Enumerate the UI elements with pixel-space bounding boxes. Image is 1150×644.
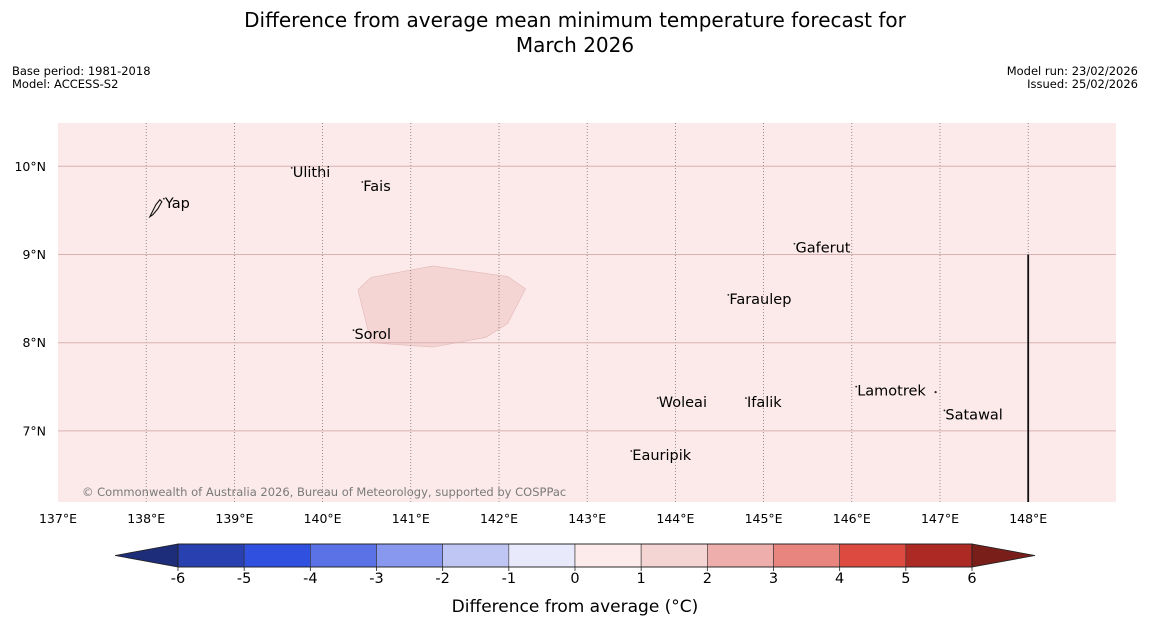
yap-island-outline — [148, 198, 163, 219]
lon-tick-label: 140°E — [304, 511, 342, 526]
island-marker — [656, 397, 659, 399]
lon-tick-label: 137°E — [39, 511, 77, 526]
anomaly-region-layer — [357, 265, 526, 348]
colorbar-under-arrow — [114, 543, 179, 568]
colorbar-tick-label: 0 — [570, 571, 579, 587]
colorbar-segment — [640, 543, 708, 568]
colorbar-tick-label: -4 — [303, 571, 317, 587]
colorbar-segment — [773, 543, 840, 568]
lat-tick-label: 9°N — [22, 247, 46, 262]
issued-date: Issued: 25/02/2026 — [1027, 77, 1138, 91]
place-label: Sorol — [354, 327, 391, 343]
meta-right: Model run: 23/02/2026 Issued: 25/02/2026 — [1007, 65, 1138, 91]
colorbar-segment — [177, 543, 245, 568]
colorbar-segment — [243, 543, 311, 568]
place-label: Faraulep — [729, 292, 791, 308]
colorbar-segment — [574, 543, 642, 568]
colorbar-tick-label: -2 — [435, 571, 449, 587]
colorbar-segment — [376, 543, 443, 568]
model-run: Model run: 23/02/2026 — [1006, 64, 1138, 78]
colorbar-label: Difference from average (°C) — [452, 597, 699, 617]
colorbar-tick-label: -5 — [237, 571, 251, 587]
lon-tick-label: 145°E — [745, 511, 783, 526]
axis-labels: 137°E 138°E 139°E 140°E 141°E 142°E 143°E 144°E… — [14, 159, 1047, 526]
title-line-2: March 2026 — [515, 33, 635, 57]
colorbar-tick-label: -1 — [502, 571, 516, 587]
lon-tick-label: 139°E — [215, 511, 253, 526]
lon-tick-label: 148°E — [1009, 511, 1047, 526]
island-marker — [162, 197, 165, 200]
lon-tick-label: 138°E — [127, 511, 165, 526]
place-label: Woleai — [659, 395, 707, 411]
colorbar-segment — [508, 543, 576, 568]
place-label: Lamotrek — [857, 384, 926, 400]
chart-title: Difference from average mean minimum tem… — [0, 8, 1150, 58]
island-marker — [855, 385, 858, 388]
place-label: Fais — [363, 179, 390, 195]
colorbar-over-arrow — [971, 543, 1036, 568]
island-marker — [793, 242, 796, 245]
island-marker — [352, 329, 355, 332]
colorbar-tick-label: 6 — [967, 571, 976, 587]
place-label: Gaferut — [795, 241, 850, 257]
colorbar-segment — [839, 543, 907, 568]
lat-tick-label: 7°N — [22, 423, 46, 438]
island-marker — [727, 293, 730, 296]
colorbar-segment — [310, 543, 377, 568]
colorbar-tick-label: 2 — [703, 571, 712, 587]
colorbar-tick-label: 5 — [901, 571, 910, 587]
island-marker — [361, 181, 364, 183]
island-marker — [943, 409, 946, 412]
place-label: Ulithi — [293, 165, 331, 181]
lon-tick-label: 147°E — [921, 511, 959, 526]
place-label: Yap — [164, 196, 190, 212]
lat-tick-label: 8°N — [22, 335, 46, 350]
model-name: Model: ACCESS-S2 — [12, 77, 119, 91]
base-period: Base period: 1981-2018 — [12, 64, 151, 78]
island-marker — [290, 166, 293, 169]
island-marker — [630, 450, 633, 452]
colorbar-tick-label: 3 — [769, 571, 778, 587]
place-label: Eauripik — [632, 448, 691, 464]
lon-tick-label: 144°E — [656, 511, 694, 526]
copyright-notice: © Commonwealth of Australia 2026, Bureau… — [82, 485, 566, 499]
anomaly-region — [357, 265, 526, 348]
lat-tick-label: 10°N — [14, 159, 46, 174]
lon-tick-label: 142°E — [480, 511, 518, 526]
place-labels: Yap Ulithi Fais Gaferut Faraulep Sorol Woleai I… — [148, 165, 1003, 464]
colorbar-segment — [442, 543, 510, 568]
meta-left: Base period: 1981-2018 Model: ACCESS-S2 — [12, 65, 151, 91]
colorbar-segment — [707, 543, 774, 568]
lon-tick-label: 146°E — [833, 511, 871, 526]
colorbar-tick-label: 4 — [835, 571, 844, 587]
lon-tick-label: 141°E — [392, 511, 430, 526]
islet-marker — [934, 390, 937, 394]
title-line-1: Difference from average mean minimum tem… — [244, 8, 906, 32]
colorbar-tick-label: -6 — [171, 571, 185, 587]
place-label: Satawal — [945, 407, 1002, 423]
place-label: Ifalik — [747, 395, 782, 411]
colorbar-tick-label: -3 — [369, 571, 383, 587]
colorbar-tick-label: 1 — [637, 571, 646, 587]
lon-tick-label: 143°E — [568, 511, 606, 526]
colorbar: -6 -5 -4 -3 -2 -1 0 1 2 3 4 5 6 — [114, 543, 1036, 587]
colorbar-segment — [905, 543, 973, 568]
island-marker — [745, 397, 747, 399]
